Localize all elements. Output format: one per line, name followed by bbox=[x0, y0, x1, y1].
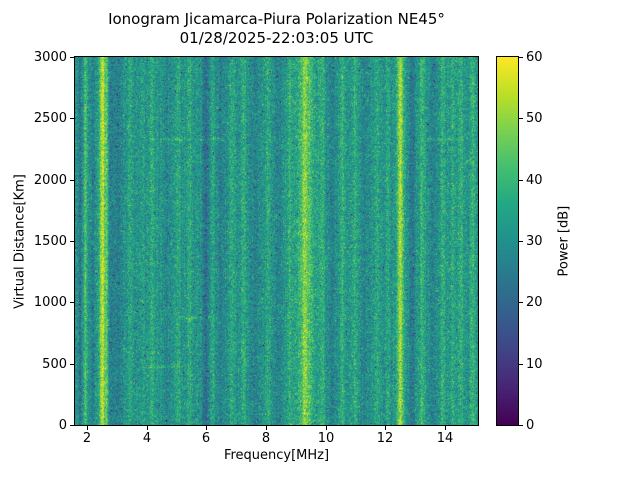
plot-area bbox=[74, 56, 479, 426]
colorbar-tick-mark bbox=[519, 57, 523, 58]
colorbar-tick-label: 30 bbox=[526, 234, 543, 249]
colorbar-tick-label: 60 bbox=[526, 50, 543, 65]
y-tick-mark bbox=[70, 241, 74, 242]
y-tick-label: 1500 bbox=[33, 234, 67, 249]
x-tick-mark bbox=[206, 426, 207, 430]
x-tick-label: 12 bbox=[376, 431, 394, 446]
colorbar-tick-label: 10 bbox=[526, 357, 543, 372]
x-tick-label: 6 bbox=[201, 431, 211, 446]
y-tick-label: 1000 bbox=[33, 295, 67, 310]
colorbar-tick-label: 50 bbox=[526, 111, 543, 126]
colorbar-label: Power [dB] bbox=[556, 205, 572, 277]
y-tick-mark bbox=[70, 57, 74, 58]
colorbar bbox=[496, 56, 519, 426]
y-tick-label: 0 bbox=[58, 418, 67, 433]
ionogram-heatmap-canvas bbox=[75, 57, 478, 425]
y-tick-label: 500 bbox=[42, 357, 67, 372]
y-tick-label: 2500 bbox=[33, 111, 67, 126]
x-axis-label: Frequency[MHz] bbox=[223, 448, 330, 463]
colorbar-tick-mark bbox=[519, 364, 523, 365]
x-tick-mark bbox=[147, 426, 148, 430]
x-tick-label: 10 bbox=[317, 431, 335, 446]
x-tick-label: 4 bbox=[142, 431, 152, 446]
x-tick-label: 8 bbox=[261, 431, 271, 446]
x-tick-mark bbox=[266, 426, 267, 430]
y-tick-mark bbox=[70, 118, 74, 119]
colorbar-tick-mark bbox=[519, 118, 523, 119]
x-tick-label: 14 bbox=[436, 431, 454, 446]
colorbar-tick-mark bbox=[519, 180, 523, 181]
x-tick-mark bbox=[445, 426, 446, 430]
colorbar-tick-label: 0 bbox=[526, 418, 535, 433]
y-tick-label: 3000 bbox=[33, 50, 67, 65]
x-tick-mark bbox=[87, 426, 88, 430]
colorbar-canvas bbox=[497, 57, 518, 425]
x-tick-mark bbox=[326, 426, 327, 430]
colorbar-tick-mark bbox=[519, 302, 523, 303]
chart-title: Ionogram Jicamarca-Piura Polarization NE… bbox=[108, 10, 445, 28]
y-tick-mark bbox=[70, 180, 74, 181]
colorbar-tick-mark bbox=[519, 241, 523, 242]
colorbar-tick-label: 40 bbox=[526, 173, 543, 188]
y-tick-mark bbox=[70, 302, 74, 303]
y-tick-mark bbox=[70, 364, 74, 365]
chart-subtitle: 01/28/2025-22:03:05 UTC bbox=[179, 29, 374, 47]
colorbar-tick-mark bbox=[519, 425, 523, 426]
colorbar-tick-label: 20 bbox=[526, 295, 543, 310]
x-tick-mark bbox=[385, 426, 386, 430]
y-tick-mark bbox=[70, 425, 74, 426]
x-tick-label: 2 bbox=[82, 431, 92, 446]
y-tick-label: 2000 bbox=[33, 173, 67, 188]
